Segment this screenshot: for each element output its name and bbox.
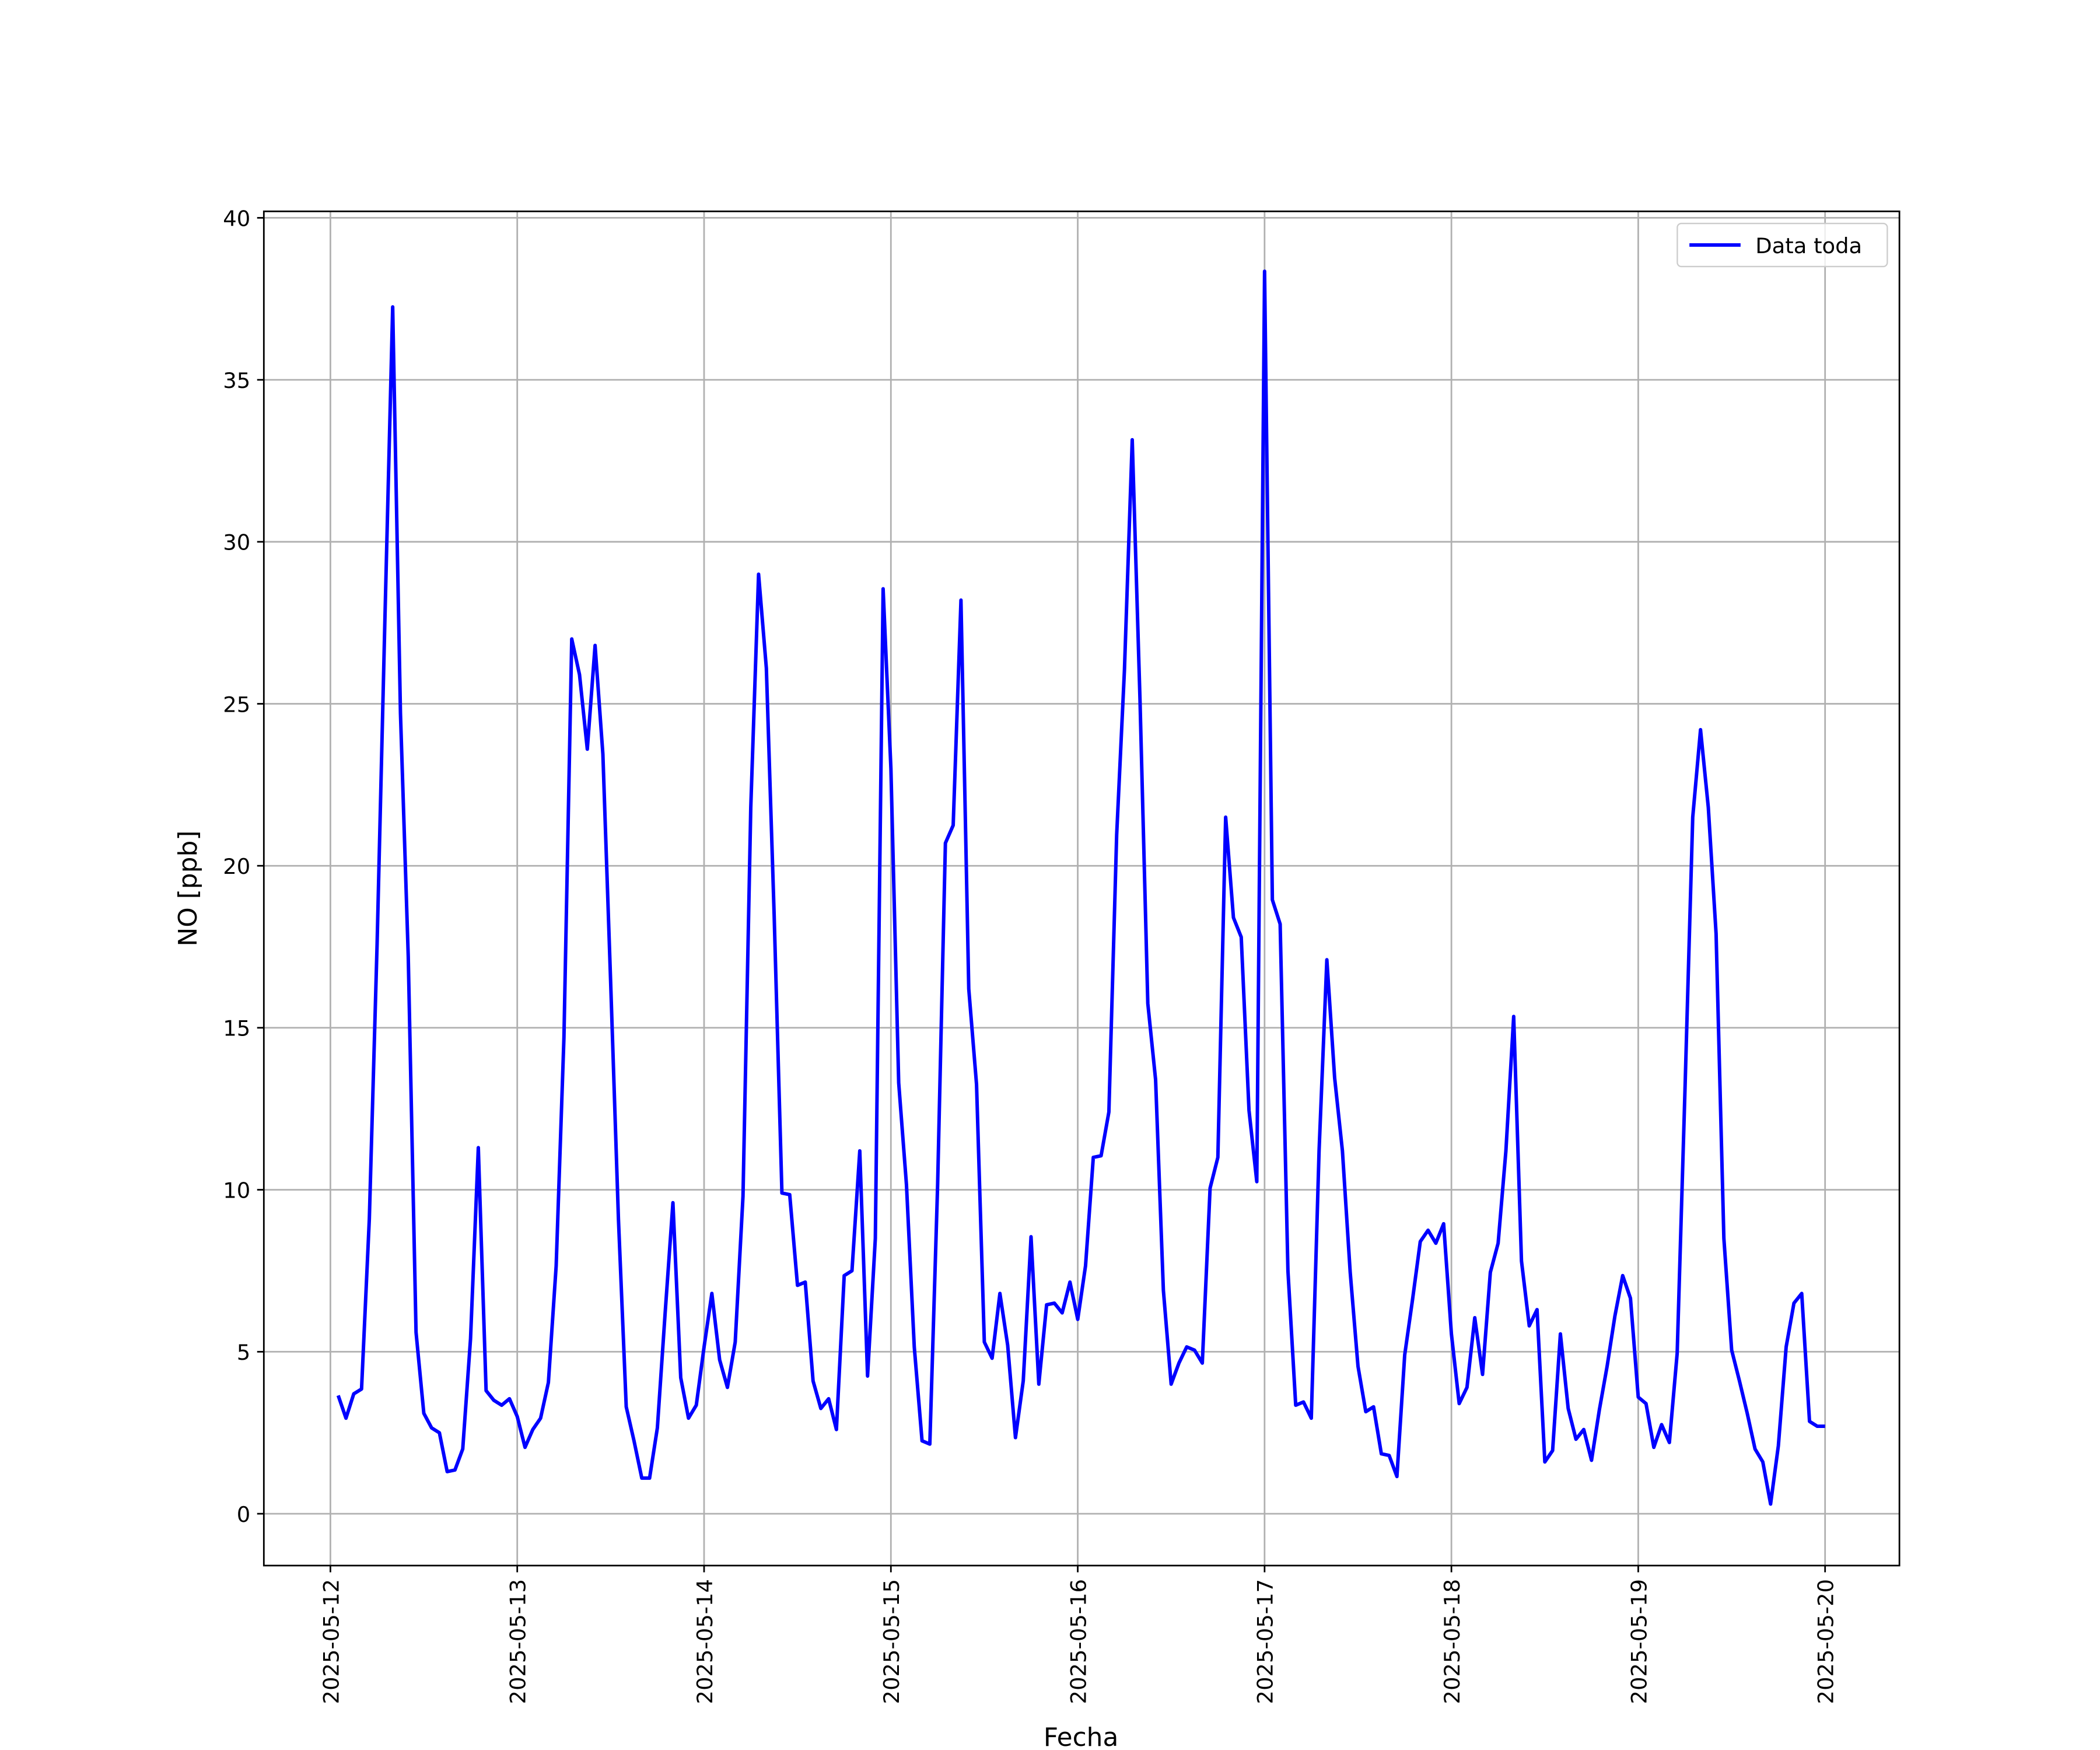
y-tick-label: 10 <box>223 1178 250 1203</box>
axes-frame <box>262 210 1901 1567</box>
y-tick-label: 5 <box>237 1340 250 1365</box>
plot-area <box>336 270 1825 1506</box>
y-tick-label: 0 <box>237 1502 250 1527</box>
x-tick-label: 2025-05-14 <box>692 1579 718 1704</box>
y-tick-label: 25 <box>223 692 250 717</box>
x-tick-label: 2025-05-13 <box>506 1579 531 1704</box>
x-axis-label: Fecha <box>1044 1723 1119 1750</box>
y-tick-label: 30 <box>223 530 250 555</box>
legend-label: Data toda <box>1755 233 1862 258</box>
x-tick-label: 2025-05-20 <box>1814 1579 1839 1704</box>
x-tick-label: 2025-05-19 <box>1626 1579 1651 1704</box>
x-tick-label: 2025-05-16 <box>1066 1579 1091 1704</box>
legend-box <box>1676 222 1888 268</box>
y-axis-label: NO [ppb] <box>173 831 203 947</box>
data-line <box>336 270 1825 1506</box>
y-tick-label: 35 <box>223 368 250 393</box>
legend: Data toda <box>1676 222 1888 268</box>
x-tick-label: 2025-05-17 <box>1253 1579 1278 1704</box>
y-tick-label: 15 <box>223 1016 250 1041</box>
y-tick-label: 40 <box>223 206 250 231</box>
grid <box>264 211 1900 1566</box>
x-tick-label: 2025-05-15 <box>879 1579 904 1704</box>
x-tick-label: 2025-05-18 <box>1440 1579 1465 1704</box>
y-tick-label: 20 <box>223 854 250 879</box>
x-tick-label: 2025-05-12 <box>318 1579 344 1704</box>
